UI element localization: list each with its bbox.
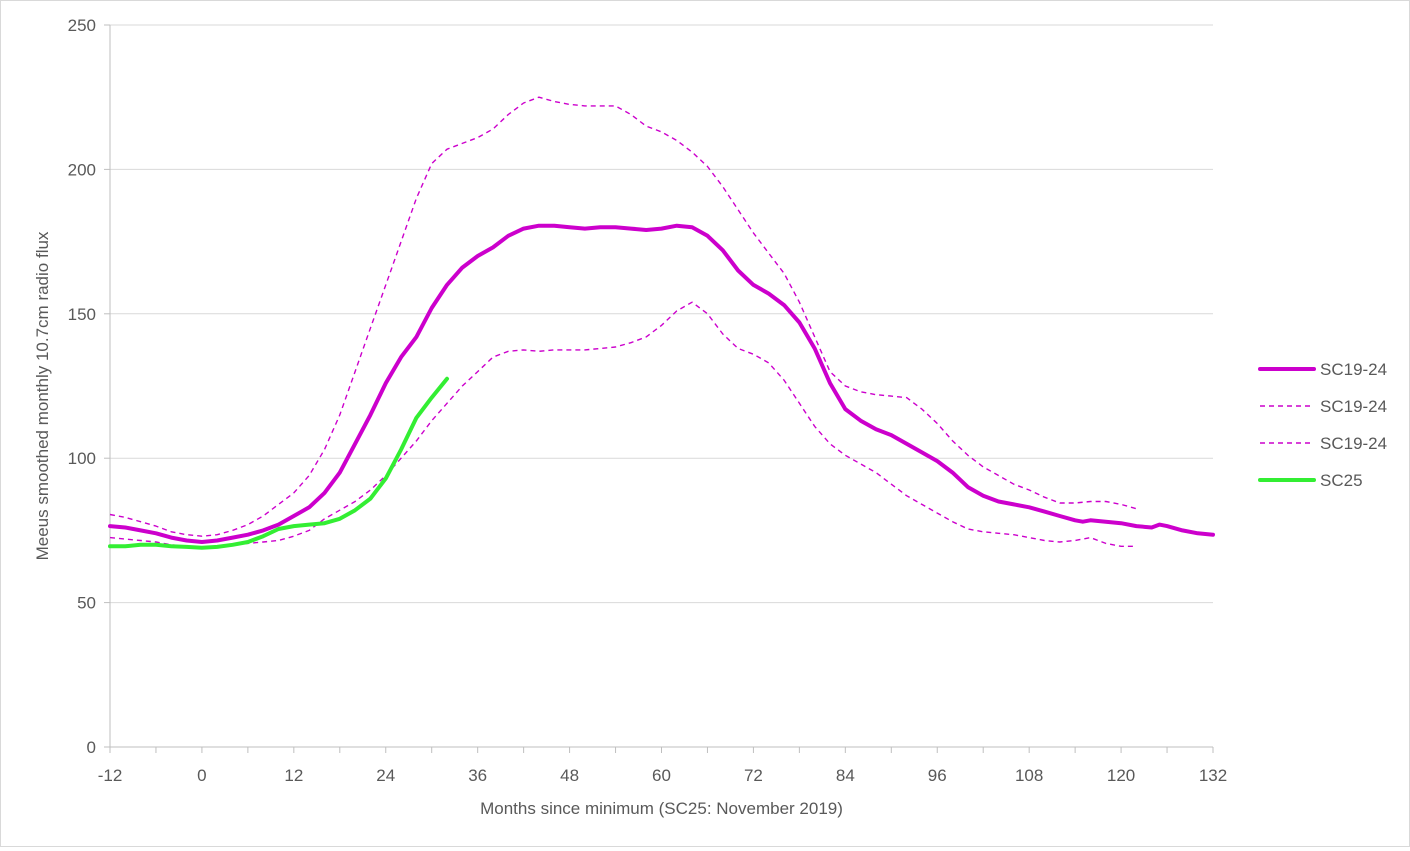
legend-label-2: SC19-24 <box>1320 434 1387 453</box>
y-tick-label: 0 <box>87 738 96 757</box>
x-tick-label: 0 <box>197 766 206 785</box>
y-tick-label: 200 <box>68 160 96 179</box>
y-tick-label: 50 <box>77 594 96 613</box>
series-line-2 <box>109 301 1137 549</box>
y-tick-label: 250 <box>68 16 96 35</box>
series-line-3 <box>108 376 449 550</box>
axes <box>104 24 1214 753</box>
x-tick-label: 96 <box>928 766 947 785</box>
x-tick-label: -12 <box>98 766 123 785</box>
y-tick-label: 100 <box>68 449 96 468</box>
x-tick-label: 24 <box>376 766 395 785</box>
x-tick-label: 48 <box>560 766 579 785</box>
x-tick-label: 60 <box>652 766 671 785</box>
x-tick-label: 132 <box>1199 766 1227 785</box>
y-axis-label: Meeus smoothed monthly 10.7cm radio flux <box>33 231 52 560</box>
legend-label-1: SC19-24 <box>1320 397 1387 416</box>
series-line-0 <box>108 223 1215 544</box>
x-tick-label: 72 <box>744 766 763 785</box>
y-tick-label: 150 <box>68 305 96 324</box>
series-line-1 <box>109 96 1137 537</box>
series-lines <box>108 96 1215 550</box>
legend-label-0: SC19-24 <box>1320 360 1387 379</box>
x-tick-label: 36 <box>468 766 487 785</box>
gridlines <box>110 24 1213 604</box>
x-tick-label: 120 <box>1107 766 1135 785</box>
legend-label-3: SC25 <box>1320 471 1363 490</box>
x-axis-label: Months since minimum (SC25: November 201… <box>480 799 843 818</box>
x-tick-label: 108 <box>1015 766 1043 785</box>
legend: SC19-24 SC19-24 SC19-24 SC25 <box>1258 360 1387 490</box>
x-tick-label: 12 <box>284 766 303 785</box>
x-tick-label: 84 <box>836 766 855 785</box>
